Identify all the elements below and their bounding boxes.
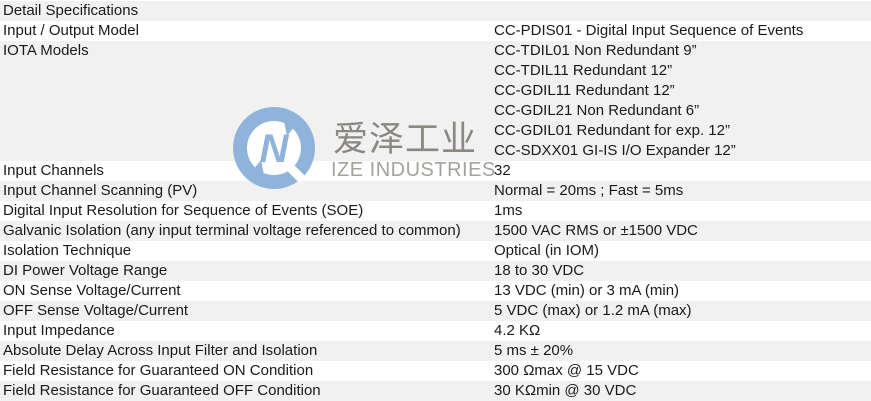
spec-value: Optical (in IOM) (494, 241, 871, 261)
spec-value: CC-TDIL01 Non Redundant 9” CC-TDIL11 Redu… (494, 41, 871, 161)
spec-value-line: CC-SDXX01 GI-IS I/O Expander 12” (494, 142, 736, 159)
spec-label: Absolute Delay Across Input Filter and I… (3, 342, 318, 359)
spec-label: Input Channel Scanning (PV) (3, 182, 198, 199)
table-row: Field Resistance for Guaranteed ON Condi… (0, 361, 871, 381)
table-header-row: Detail Specifications (0, 1, 871, 21)
spec-label: Input Impedance (3, 322, 115, 339)
spec-label: Input / Output Model (3, 22, 139, 39)
table-row: Input Channel Scanning (PV) Normal = 20ms… (0, 181, 871, 201)
table-row: Absolute Delay Across Input Filter and I… (0, 341, 871, 361)
table-row: IOTA Models CC-TDIL01 Non Redundant 9” CC-… (0, 41, 871, 161)
table-row: ON Sense Voltage/Current 13 VDC (min) or … (0, 281, 871, 301)
table-row: Isolation Technique Optical (in IOM) (0, 241, 871, 261)
spec-value-line: CC-TDIL11 Redundant 12” (494, 62, 673, 79)
spec-label: OFF Sense Voltage/Current (3, 302, 189, 319)
spec-value-line: CC-GDIL21 Non Redundant 6” (494, 102, 700, 119)
spec-label: DI Power Voltage Range (3, 262, 168, 279)
spec-value-line: 300 Ωmax @ 15 VDC (494, 362, 639, 379)
table-row: Input / Output Model CC-PDIS01 - Digital … (0, 21, 871, 41)
spec-label: IOTA Models (3, 42, 89, 59)
spec-value-line: Normal = 20ms ; Fast = 5ms (494, 182, 684, 199)
spec-label: Field Resistance for Guaranteed ON Condi… (3, 362, 314, 379)
spec-value: 5 ms ± 20% (494, 341, 871, 361)
spec-value: CC-PDIS01 - Digital Input Sequence of Ev… (494, 21, 871, 41)
table-row: Digital Input Resolution for Sequence of… (0, 201, 871, 221)
spec-label: Field Resistance for Guaranteed OFF Cond… (3, 382, 321, 399)
table-row: DI Power Voltage Range 18 to 30 VDC (0, 261, 871, 281)
spec-label: Galvanic Isolation (any input terminal v… (3, 222, 461, 239)
spec-value-line: 32 (494, 162, 511, 179)
spec-label: ON Sense Voltage/Current (3, 282, 181, 299)
spec-value-line: CC-PDIS01 - Digital Input Sequence of Ev… (494, 22, 804, 39)
spec-value: 5 VDC (max) or 1.2 mA (max) (494, 301, 871, 321)
spec-value-line: CC-GDIL01 Redundant for exp. 12” (494, 122, 730, 139)
spec-value: 32 (494, 161, 871, 181)
spec-label: Input Channels (3, 162, 104, 179)
spec-label: Digital Input Resolution for Sequence of… (3, 202, 364, 219)
spec-value: 300 Ωmax @ 15 VDC (494, 361, 871, 381)
spec-value: 18 to 30 VDC (494, 261, 871, 281)
spec-value-line: 5 ms ± 20% (494, 342, 574, 359)
spec-value-line: CC-GDIL11 Redundant 12” (494, 82, 675, 99)
spec-value: 30 KΩmin @ 30 VDC (494, 381, 871, 401)
spec-value: 1ms (494, 201, 871, 221)
spec-value-line: 4.2 KΩ (494, 322, 541, 339)
table-row: Field Resistance for Guaranteed OFF Cond… (0, 381, 871, 401)
table-row: Input Impedance 4.2 KΩ (0, 321, 871, 341)
spec-value-line: 13 VDC (min) or 3 mA (min) (494, 282, 680, 299)
spec-value: 4.2 KΩ (494, 321, 871, 341)
spec-value: 13 VDC (min) or 3 mA (min) (494, 281, 871, 301)
spec-value-line: 1500 VAC RMS or ±1500 VDC (494, 222, 698, 239)
page-title: Detail Specifications (3, 2, 139, 19)
table-row: Input Channels 32 (0, 161, 871, 181)
spec-value-line: CC-TDIL01 Non Redundant 9” (494, 42, 697, 59)
spec-value-line: 5 VDC (max) or 1.2 mA (max) (494, 302, 692, 319)
spec-label: Isolation Technique (3, 242, 132, 259)
table-row: Galvanic Isolation (any input terminal v… (0, 221, 871, 241)
spec-value: Normal = 20ms ; Fast = 5ms (494, 181, 871, 201)
table-row: OFF Sense Voltage/Current 5 VDC (max) or … (0, 301, 871, 321)
spec-value-line: 18 to 30 VDC (494, 262, 585, 279)
spec-value: 1500 VAC RMS or ±1500 VDC (494, 221, 871, 241)
spec-value-line: 30 KΩmin @ 30 VDC (494, 382, 637, 399)
spec-value-line: 1ms (494, 202, 523, 219)
spec-value-line: Optical (in IOM) (494, 242, 600, 259)
